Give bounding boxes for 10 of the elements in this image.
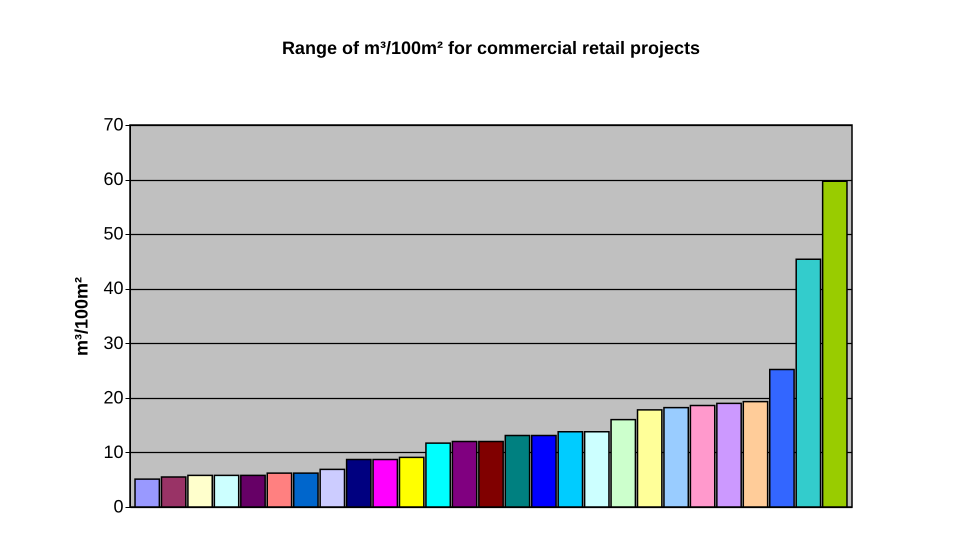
y-tick-label: 30: [103, 332, 124, 353]
y-tick-label: 20: [103, 387, 124, 408]
y-tick-label: 70: [103, 114, 124, 134]
y-tick-label: 50: [103, 224, 124, 244]
chart-title: Range of m³/100m² for commercial retail projects: [282, 38, 700, 58]
y-axis-title: m³/100m²: [71, 276, 92, 356]
y-tick-label: 60: [103, 169, 124, 190]
y-tick-label: 40: [103, 278, 124, 298]
y-tick-label: 10: [103, 442, 124, 462]
y-tick-label: 0: [113, 496, 124, 516]
